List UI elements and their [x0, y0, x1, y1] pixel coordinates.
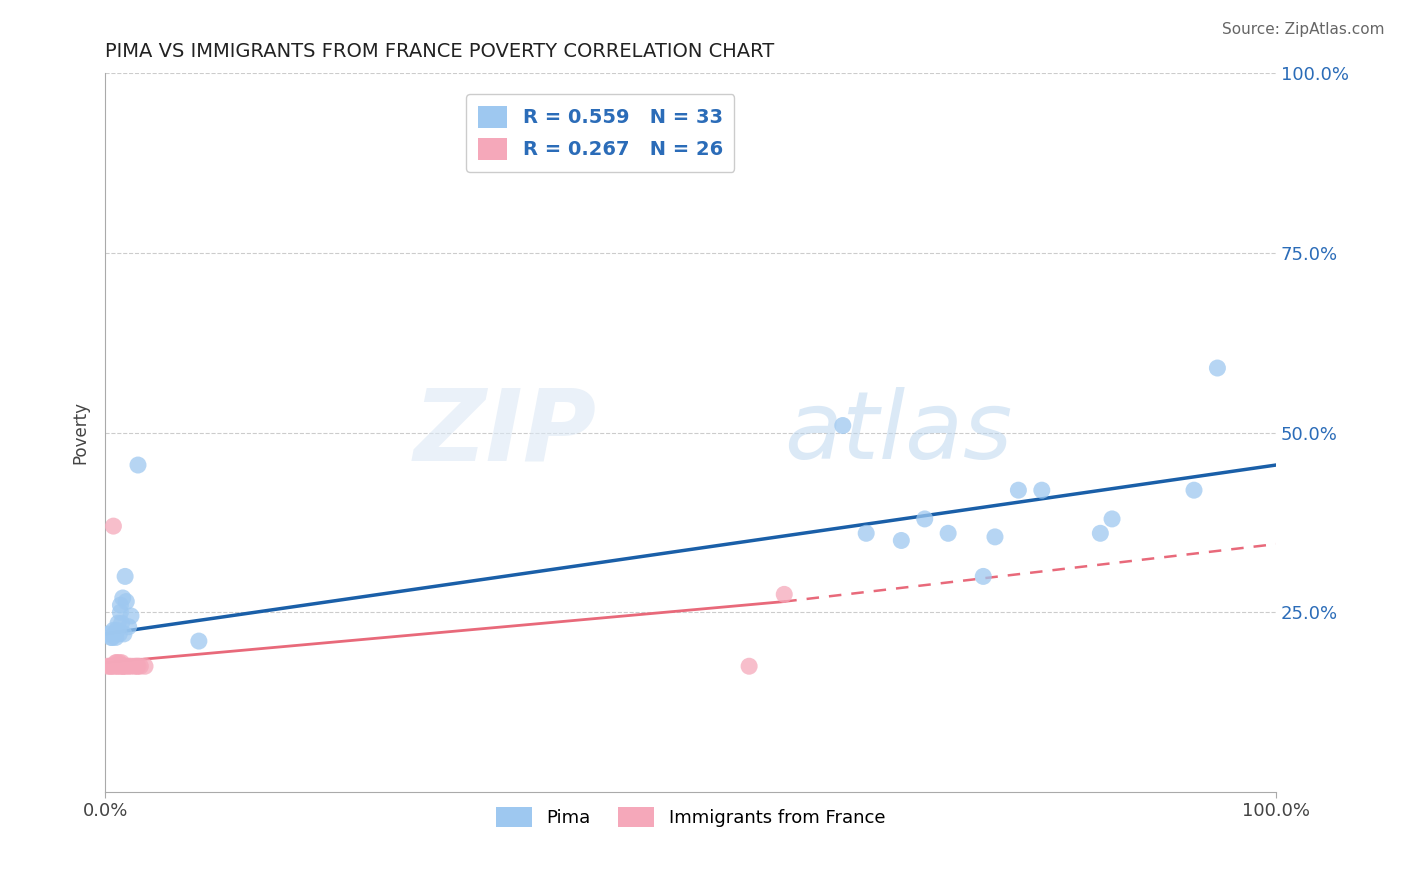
Legend: Pima, Immigrants from France: Pima, Immigrants from France	[489, 799, 893, 835]
Point	[108, 627, 131, 641]
Point	[111, 591, 134, 605]
Point	[1007, 483, 1029, 498]
Point	[98, 659, 121, 673]
Point	[101, 631, 124, 645]
Point	[110, 656, 132, 670]
Point	[104, 656, 127, 670]
Point	[100, 659, 122, 673]
Point	[105, 656, 128, 670]
Point	[104, 631, 127, 645]
Point	[114, 569, 136, 583]
Point	[103, 627, 125, 641]
Point	[100, 631, 122, 645]
Point	[120, 659, 142, 673]
Point	[738, 659, 761, 673]
Point	[111, 659, 134, 673]
Point	[110, 605, 132, 619]
Point	[127, 659, 149, 673]
Point	[110, 616, 132, 631]
Point	[129, 659, 152, 673]
Point	[103, 519, 125, 533]
Point	[103, 659, 125, 673]
Point	[984, 530, 1007, 544]
Text: PIMA VS IMMIGRANTS FROM FRANCE POVERTY CORRELATION CHART: PIMA VS IMMIGRANTS FROM FRANCE POVERTY C…	[105, 42, 775, 61]
Y-axis label: Poverty: Poverty	[72, 401, 89, 464]
Point	[107, 616, 129, 631]
Point	[101, 659, 124, 673]
Point	[1206, 361, 1229, 376]
Point	[1101, 512, 1123, 526]
Point	[124, 659, 146, 673]
Point	[127, 458, 149, 472]
Point	[112, 627, 135, 641]
Point	[1090, 526, 1112, 541]
Point	[112, 659, 135, 673]
Point	[108, 656, 131, 670]
Point	[831, 418, 853, 433]
Point	[111, 659, 134, 673]
Point	[96, 659, 118, 673]
Point	[890, 533, 912, 548]
Point	[972, 569, 994, 583]
Point	[773, 587, 796, 601]
Text: ZIP: ZIP	[413, 384, 598, 481]
Text: atlas: atlas	[785, 387, 1012, 478]
Point	[117, 659, 139, 673]
Point	[110, 659, 132, 673]
Point	[115, 594, 138, 608]
Point	[914, 512, 936, 526]
Point	[187, 634, 209, 648]
Text: Source: ZipAtlas.com: Source: ZipAtlas.com	[1222, 22, 1385, 37]
Point	[117, 620, 139, 634]
Point	[115, 659, 138, 673]
Point	[105, 624, 128, 638]
Point	[1031, 483, 1053, 498]
Point	[97, 627, 120, 641]
Point	[855, 526, 877, 541]
Point	[134, 659, 156, 673]
Point	[105, 659, 128, 673]
Point	[1182, 483, 1205, 498]
Point	[110, 598, 132, 612]
Point	[936, 526, 959, 541]
Point	[107, 659, 129, 673]
Point	[125, 659, 148, 673]
Point	[120, 609, 142, 624]
Point	[103, 624, 125, 638]
